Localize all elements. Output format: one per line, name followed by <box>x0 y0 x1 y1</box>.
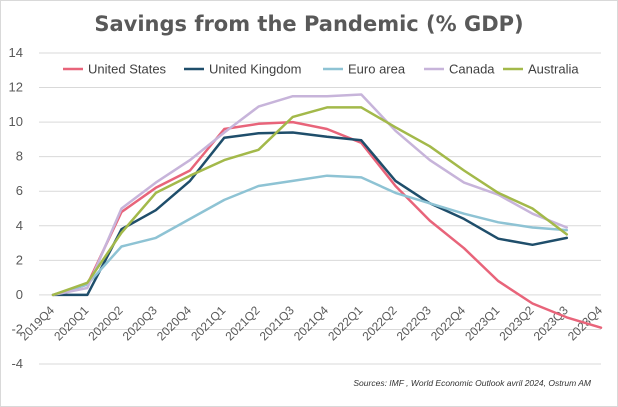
x-tick-label: 2022Q2 <box>360 303 400 343</box>
legend-label-canada: Canada <box>449 62 495 77</box>
x-tick-label: 2020Q2 <box>86 303 126 343</box>
x-tick-label: 2023Q2 <box>497 303 537 343</box>
legend-label-euro-area: Euro area <box>348 62 406 77</box>
y-tick-label: 6 <box>16 183 23 198</box>
y-axis-ticks: -4 -2 0 2 4 6 8 10 12 14 <box>9 45 23 371</box>
x-tick-label: 2023Q1 <box>462 303 502 343</box>
x-axis-ticks: 2019Q42020Q12020Q22020Q32020Q42021Q12021… <box>17 303 605 343</box>
series-line-united-kingdom <box>51 131 569 297</box>
x-tick-label: 2020Q1 <box>51 303 91 343</box>
gridlines <box>39 52 601 365</box>
x-tick-label: 2021Q2 <box>223 303 263 343</box>
y-tick-label: 12 <box>9 80 23 95</box>
x-tick-label: 2020Q3 <box>120 303 160 343</box>
x-tick-label: 2023Q3 <box>531 303 571 343</box>
y-tick-label: 10 <box>9 114 23 129</box>
legend-label-united-kingdom: United Kingdom <box>209 62 302 77</box>
source-note: Sources: IMF , World Economic Outlook av… <box>353 378 592 388</box>
y-tick-label: 14 <box>9 45 23 60</box>
series-line-united-states <box>51 120 603 329</box>
series-lines <box>51 93 603 329</box>
y-tick-label: 2 <box>16 252 23 267</box>
legend-label-united-states: United States <box>88 62 167 77</box>
chart-title: Savings from the Pandemic (% GDP) <box>94 12 523 36</box>
legend-label-australia: Australia <box>528 62 579 77</box>
y-tick-label: 8 <box>16 149 23 164</box>
y-tick-label: 4 <box>16 218 23 233</box>
x-tick-label: 2021Q1 <box>188 303 228 343</box>
x-tick-label: 2021Q4 <box>291 303 331 343</box>
series-line-canada <box>51 93 569 297</box>
series-line-australia <box>51 106 569 297</box>
x-tick-label: 2022Q3 <box>394 303 434 343</box>
x-tick-label: 2022Q1 <box>325 303 365 343</box>
x-tick-label: 2021Q3 <box>257 303 297 343</box>
series-line-euro-area <box>51 174 569 297</box>
x-tick-label: 2019Q4 <box>17 303 57 343</box>
y-tick-label: -4 <box>11 356 23 371</box>
x-tick-label: 2022Q4 <box>428 303 468 343</box>
x-tick-label: 2020Q4 <box>154 303 194 343</box>
legend: United States United Kingdom Euro area Cana… <box>63 62 579 77</box>
y-tick-label: -2 <box>11 321 23 336</box>
y-tick-label: 0 <box>16 287 23 302</box>
